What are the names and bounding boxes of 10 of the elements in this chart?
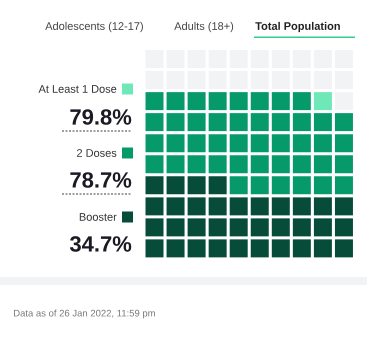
category-label: 2 Doses	[77, 149, 116, 157]
data-label: 79.8%	[70, 109, 132, 125]
text: Adults (18+)	[174, 22, 234, 32]
category-label: Booster	[80, 213, 117, 221]
data-label: 34.7%	[70, 236, 132, 252]
data-label: 78.7%	[70, 172, 132, 188]
text: Data as of 26 Jan 2022, 11:59 pm	[14, 310, 155, 318]
category-label: At Least 1 Dose	[38, 85, 116, 93]
text: Adolescents (12-17)	[45, 22, 143, 32]
text: Total Population	[255, 22, 340, 32]
